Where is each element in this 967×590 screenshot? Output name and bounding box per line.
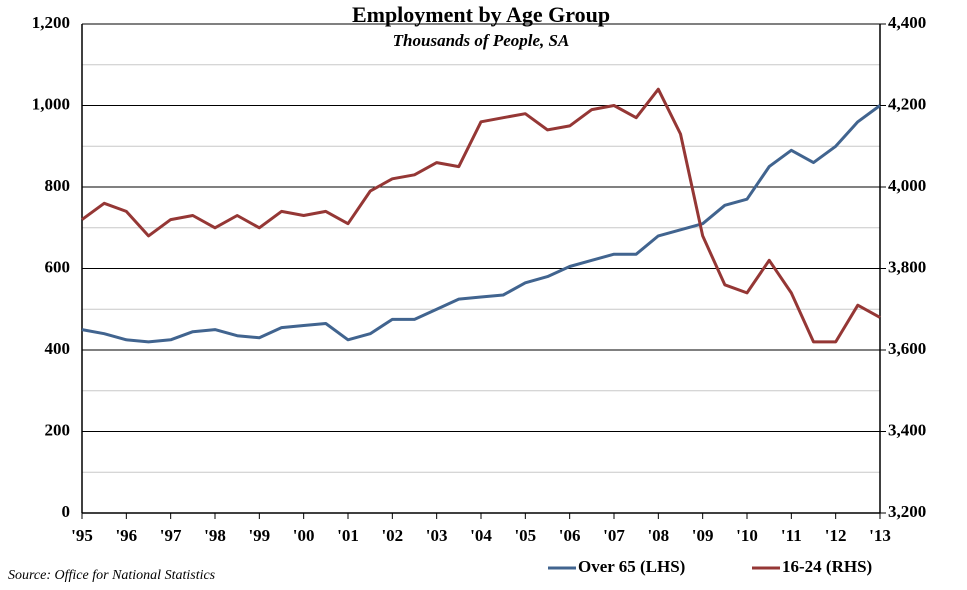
x-tick-label: '98 (204, 526, 226, 545)
x-tick-label: '00 (293, 526, 315, 545)
y-tick-label: 1,200 (32, 13, 70, 32)
y-tick-label: 800 (45, 176, 71, 195)
y2-tick-label: 4,000 (888, 176, 926, 195)
x-tick-label: '01 (337, 526, 359, 545)
series-line (81, 104, 881, 344)
y2-tick-label: 3,800 (888, 257, 926, 276)
x-tick-label: '12 (825, 526, 847, 545)
x-tick-label: '11 (781, 526, 802, 545)
y-tick-label: 1,000 (32, 94, 70, 113)
x-tick-label: '06 (559, 526, 581, 545)
y2-tick-label: 3,400 (888, 420, 926, 439)
x-tick-label: '13 (869, 526, 891, 545)
y2-tick-label: 3,200 (888, 502, 926, 521)
x-tick-label: '95 (71, 526, 93, 545)
x-tick-label: '10 (736, 526, 758, 545)
y-tick-label: 600 (45, 257, 71, 276)
x-tick-label: '08 (647, 526, 669, 545)
y-tick-label: 400 (45, 339, 71, 358)
chart-subtitle: Thousands of People, SA (393, 31, 570, 50)
y2-tick-label: 4,200 (888, 94, 926, 113)
x-tick-label: '99 (248, 526, 270, 545)
legend-label: 16-24 (RHS) (782, 557, 872, 576)
x-tick-label: '07 (603, 526, 625, 545)
x-tick-label: '03 (426, 526, 448, 545)
y2-tick-label: 3,600 (888, 339, 926, 358)
x-tick-label: '05 (514, 526, 536, 545)
y-tick-label: 200 (45, 420, 71, 439)
y-tick-label: 0 (62, 502, 71, 521)
chart-title: Employment by Age Group (352, 2, 610, 27)
x-tick-label: '02 (381, 526, 403, 545)
x-tick-label: '97 (160, 526, 182, 545)
x-tick-label: '09 (692, 526, 714, 545)
source-note: Source: Office for National Statistics (8, 568, 216, 583)
series-line (81, 87, 881, 344)
legend-label: Over 65 (LHS) (578, 557, 685, 576)
x-tick-label: '96 (115, 526, 137, 545)
y2-tick-label: 4,400 (888, 13, 926, 32)
x-tick-label: '04 (470, 526, 492, 545)
